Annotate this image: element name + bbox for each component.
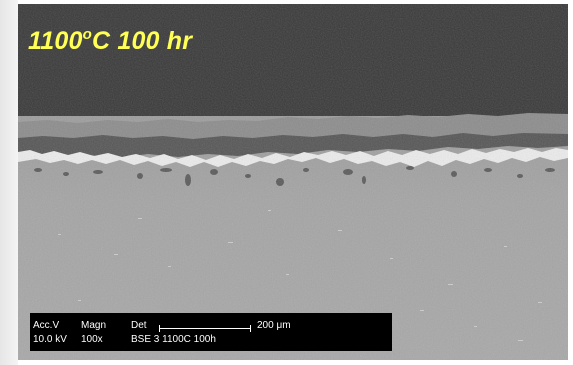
sem-data-bar: Acc.V 10.0 kV Magn 100x Det BSE 3 1100C … bbox=[30, 313, 392, 351]
grain-overlay bbox=[18, 4, 568, 360]
left-margin-strip bbox=[0, 0, 18, 365]
caption-degree-symbol: o bbox=[82, 26, 92, 43]
det-label: Det bbox=[131, 320, 147, 331]
sem-micrograph bbox=[18, 4, 568, 360]
acc-v-label: Acc.V bbox=[33, 320, 60, 331]
caption-temperature: 1100 bbox=[28, 27, 83, 55]
caption-suffix: C 100 hr bbox=[91, 27, 193, 55]
magn-value: 100x bbox=[81, 334, 103, 345]
acc-v-value: 10.0 kV bbox=[33, 334, 67, 345]
scale-bar bbox=[159, 325, 251, 332]
scale-bar-label: 200 μm bbox=[257, 320, 291, 331]
temperature-time-caption: 1100oC 100 hr bbox=[28, 26, 192, 56]
magn-label: Magn bbox=[81, 320, 107, 331]
det-value: BSE 3 1100C 100h bbox=[131, 334, 216, 345]
